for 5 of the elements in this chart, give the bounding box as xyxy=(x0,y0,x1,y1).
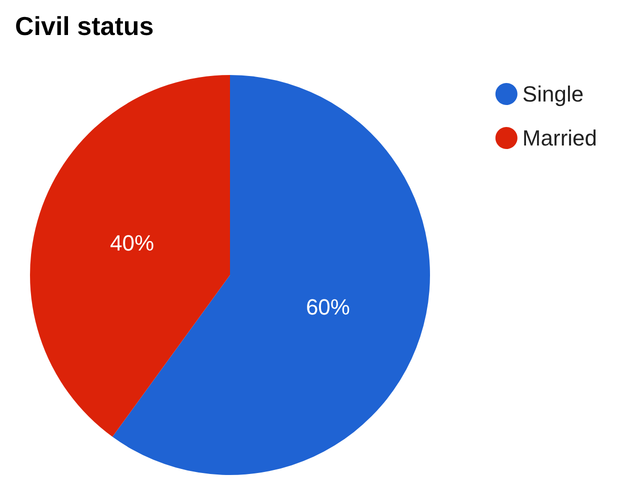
chart-title: Civil status xyxy=(15,11,154,41)
data-label: 60% xyxy=(306,294,350,320)
legend-label: Married xyxy=(522,126,598,150)
legend-label: Single xyxy=(522,82,584,106)
data-label: 40% xyxy=(110,230,154,256)
